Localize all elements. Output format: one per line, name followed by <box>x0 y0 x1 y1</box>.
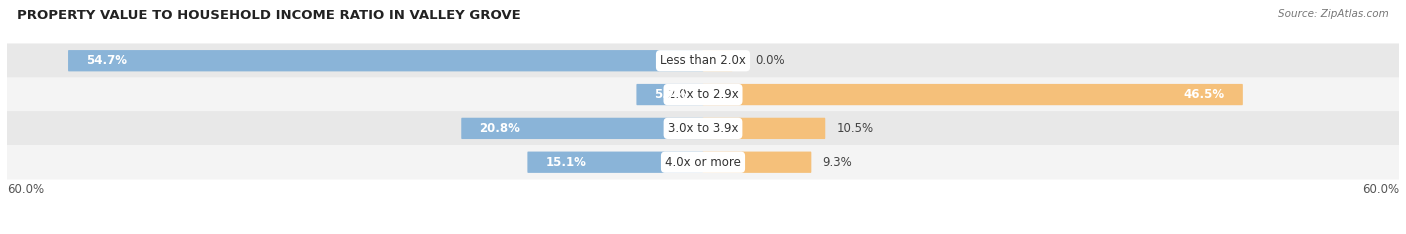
Text: 4.0x or more: 4.0x or more <box>665 156 741 169</box>
FancyBboxPatch shape <box>461 118 703 139</box>
FancyBboxPatch shape <box>703 152 811 173</box>
Text: 15.1%: 15.1% <box>546 156 586 169</box>
Text: 0.0%: 0.0% <box>755 54 785 67</box>
FancyBboxPatch shape <box>527 152 703 173</box>
FancyBboxPatch shape <box>7 111 1399 146</box>
Text: Source: ZipAtlas.com: Source: ZipAtlas.com <box>1278 9 1389 19</box>
FancyBboxPatch shape <box>637 84 703 105</box>
Text: 3.0x to 3.9x: 3.0x to 3.9x <box>668 122 738 135</box>
Text: 20.8%: 20.8% <box>479 122 520 135</box>
Text: 2.0x to 2.9x: 2.0x to 2.9x <box>668 88 738 101</box>
FancyBboxPatch shape <box>67 50 703 71</box>
Text: 9.3%: 9.3% <box>823 156 852 169</box>
FancyBboxPatch shape <box>7 145 1399 179</box>
Text: 60.0%: 60.0% <box>7 183 44 196</box>
Text: 54.7%: 54.7% <box>86 54 127 67</box>
FancyBboxPatch shape <box>703 50 733 71</box>
Text: PROPERTY VALUE TO HOUSEHOLD INCOME RATIO IN VALLEY GROVE: PROPERTY VALUE TO HOUSEHOLD INCOME RATIO… <box>17 9 520 22</box>
Text: Less than 2.0x: Less than 2.0x <box>659 54 747 67</box>
Text: 10.5%: 10.5% <box>837 122 873 135</box>
FancyBboxPatch shape <box>7 44 1399 78</box>
Text: 5.7%: 5.7% <box>654 88 688 101</box>
FancyBboxPatch shape <box>703 118 825 139</box>
Text: 46.5%: 46.5% <box>1184 88 1225 101</box>
Text: 60.0%: 60.0% <box>1362 183 1399 196</box>
FancyBboxPatch shape <box>703 84 1243 105</box>
FancyBboxPatch shape <box>7 77 1399 112</box>
